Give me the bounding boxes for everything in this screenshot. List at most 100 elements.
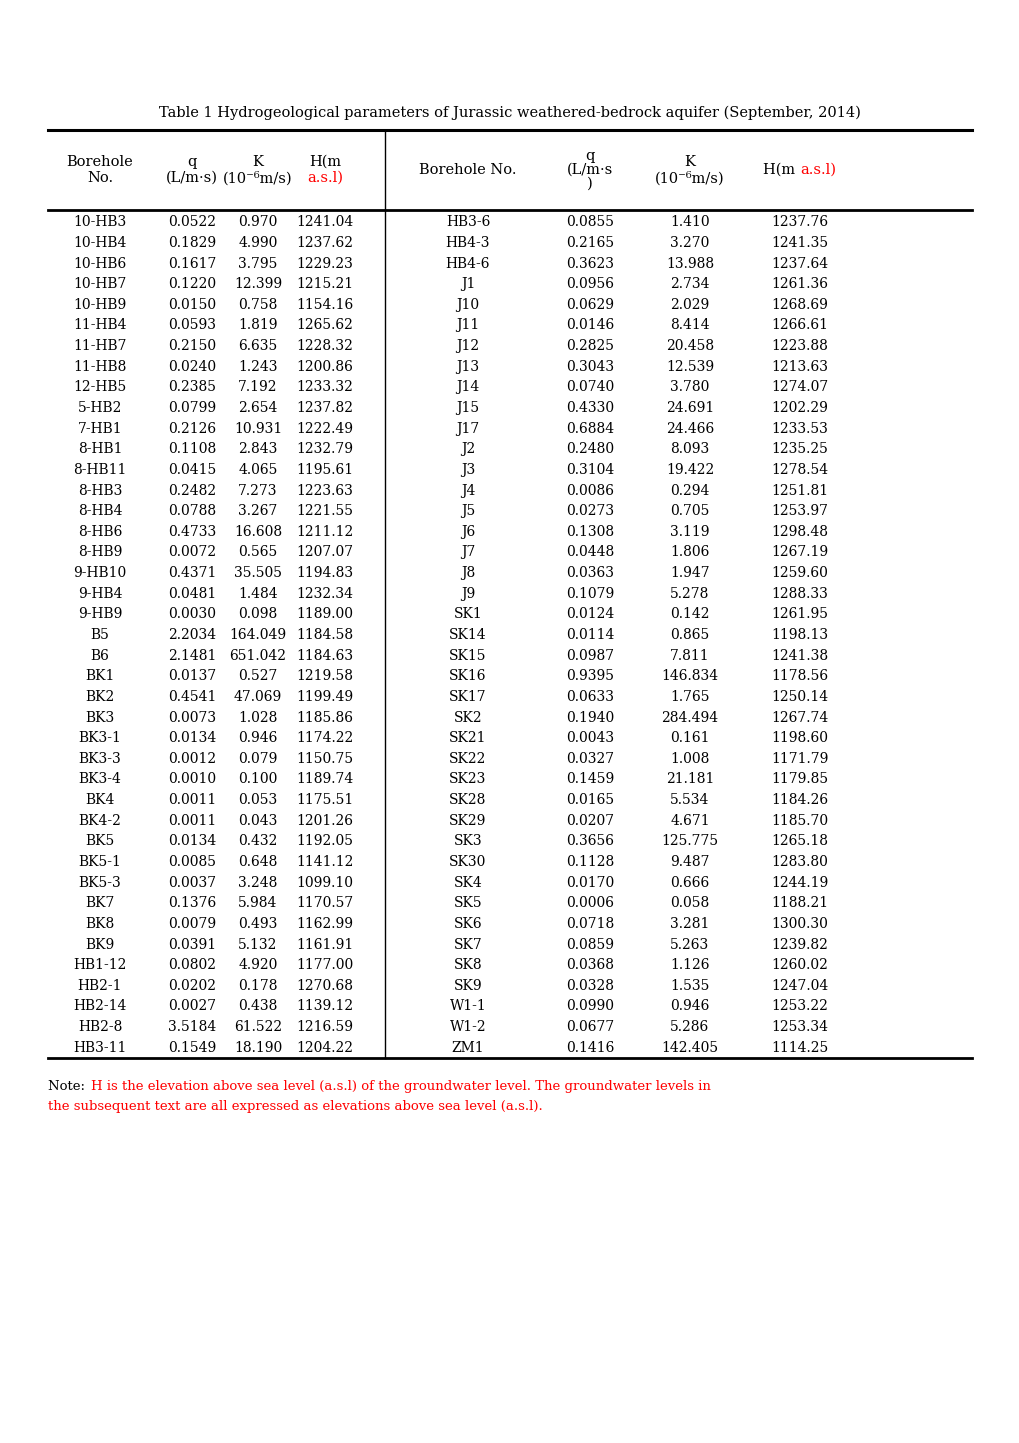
Text: 1.410: 1.410 (669, 215, 709, 229)
Text: 0.0633: 0.0633 (566, 690, 613, 704)
Text: J11: J11 (455, 319, 479, 332)
Text: 18.190: 18.190 (233, 1040, 282, 1055)
Text: 1213.63: 1213.63 (770, 359, 827, 374)
Text: 1223.88: 1223.88 (770, 339, 827, 354)
Text: 0.0273: 0.0273 (566, 504, 613, 518)
Text: 10-HB6: 10-HB6 (73, 257, 126, 271)
Text: 1251.81: 1251.81 (770, 483, 827, 498)
Text: 9.487: 9.487 (669, 854, 709, 869)
Text: 1185.70: 1185.70 (770, 814, 827, 828)
Text: 0.0363: 0.0363 (566, 566, 613, 580)
Text: J6: J6 (461, 525, 475, 538)
Text: 1161.91: 1161.91 (297, 938, 354, 951)
Text: 1177.00: 1177.00 (297, 958, 354, 973)
Text: 0.4330: 0.4330 (566, 401, 613, 416)
Text: 0.865: 0.865 (669, 628, 709, 642)
Text: 1202.29: 1202.29 (770, 401, 827, 416)
Text: 1199.49: 1199.49 (297, 690, 354, 704)
Text: 0.161: 0.161 (669, 732, 709, 745)
Text: 6.635: 6.635 (238, 339, 277, 354)
Text: 0.0011: 0.0011 (168, 794, 216, 807)
Text: 0.0037: 0.0037 (168, 876, 216, 890)
Text: BK8: BK8 (86, 916, 114, 931)
Text: 1283.80: 1283.80 (770, 854, 827, 869)
Text: H is the elevation above sea level (a.s.l) of the groundwater level. The groundw: H is the elevation above sea level (a.s.… (91, 1079, 710, 1092)
Text: 5-HB2: 5-HB2 (77, 401, 122, 416)
Text: 1270.68: 1270.68 (297, 978, 354, 993)
Text: 1267.74: 1267.74 (770, 710, 827, 724)
Text: 0.1617: 0.1617 (168, 257, 216, 271)
Text: 1235.25: 1235.25 (770, 443, 827, 456)
Text: B5: B5 (91, 628, 109, 642)
Text: Note:: Note: (48, 1079, 90, 1092)
Text: J8: J8 (461, 566, 475, 580)
Text: 2.029: 2.029 (669, 297, 709, 312)
Text: 0.946: 0.946 (669, 1000, 709, 1013)
Text: BK3-1: BK3-1 (78, 732, 121, 745)
Text: 1185.86: 1185.86 (297, 710, 354, 724)
Text: 0.0202: 0.0202 (168, 978, 216, 993)
Text: 7.192: 7.192 (238, 381, 277, 394)
Text: 0.0328: 0.0328 (566, 978, 613, 993)
Text: 0.0448: 0.0448 (566, 545, 613, 560)
Text: 1221.55: 1221.55 (297, 504, 354, 518)
Text: 0.058: 0.058 (669, 896, 709, 911)
Text: 0.0987: 0.0987 (566, 649, 613, 662)
Text: 0.142: 0.142 (669, 608, 709, 622)
Text: 1241.38: 1241.38 (770, 649, 827, 662)
Text: 1171.79: 1171.79 (770, 752, 827, 766)
Text: 0.053: 0.053 (238, 794, 277, 807)
Text: 0.2150: 0.2150 (168, 339, 216, 354)
Text: 0.648: 0.648 (238, 854, 277, 869)
Text: BK5-1: BK5-1 (78, 854, 121, 869)
Text: J12: J12 (455, 339, 479, 354)
Text: 0.0788: 0.0788 (168, 504, 216, 518)
Text: 1261.36: 1261.36 (770, 277, 827, 291)
Text: (L/m·s): (L/m·s) (166, 172, 218, 185)
Text: 0.1940: 0.1940 (566, 710, 613, 724)
Text: SK9: SK9 (453, 978, 482, 993)
Text: 1233.32: 1233.32 (297, 381, 354, 394)
Text: 0.432: 0.432 (238, 834, 277, 848)
Text: 4.920: 4.920 (238, 958, 277, 973)
Text: 1244.19: 1244.19 (770, 876, 827, 890)
Text: 0.043: 0.043 (238, 814, 277, 828)
Text: 1201.26: 1201.26 (297, 814, 354, 828)
Text: 1162.99: 1162.99 (297, 916, 354, 931)
Text: ZM1: ZM1 (451, 1040, 484, 1055)
Text: 5.263: 5.263 (669, 938, 709, 951)
Text: 20.458: 20.458 (665, 339, 713, 354)
Text: 0.3043: 0.3043 (566, 359, 613, 374)
Text: 1.806: 1.806 (669, 545, 709, 560)
Text: No.: No. (87, 172, 113, 185)
Text: 1211.12: 1211.12 (297, 525, 354, 538)
Text: 1222.49: 1222.49 (297, 421, 354, 436)
Text: SK1: SK1 (453, 608, 482, 622)
Text: 5.132: 5.132 (238, 938, 277, 951)
Text: 1268.69: 1268.69 (770, 297, 827, 312)
Text: 8-HB6: 8-HB6 (77, 525, 122, 538)
Text: 0.0006: 0.0006 (566, 896, 613, 911)
Text: 35.505: 35.505 (233, 566, 281, 580)
Text: 0.0012: 0.0012 (168, 752, 216, 766)
Text: 1.819: 1.819 (238, 319, 277, 332)
Text: 0.1829: 0.1829 (168, 237, 216, 250)
Text: 2.1481: 2.1481 (168, 649, 216, 662)
Text: a.s.l): a.s.l) (799, 163, 836, 177)
Text: 4.065: 4.065 (238, 463, 277, 478)
Text: Borehole No.: Borehole No. (419, 163, 517, 177)
Text: 8.414: 8.414 (669, 319, 709, 332)
Text: the subsequent text are all expressed as elevations above sea level (a.s.l).: the subsequent text are all expressed as… (48, 1100, 542, 1113)
Text: 0.0481: 0.0481 (168, 587, 216, 600)
Text: 3.248: 3.248 (238, 876, 277, 890)
Text: 0.0043: 0.0043 (566, 732, 613, 745)
Text: 1200.86: 1200.86 (297, 359, 354, 374)
Text: HB4-3: HB4-3 (445, 237, 490, 250)
Text: q: q (187, 154, 197, 169)
Text: 0.0677: 0.0677 (566, 1020, 613, 1035)
Text: 1.484: 1.484 (238, 587, 277, 600)
Text: 1.535: 1.535 (669, 978, 709, 993)
Text: 5.534: 5.534 (669, 794, 709, 807)
Text: 0.0522: 0.0522 (168, 215, 216, 229)
Text: 0.1108: 0.1108 (168, 443, 216, 456)
